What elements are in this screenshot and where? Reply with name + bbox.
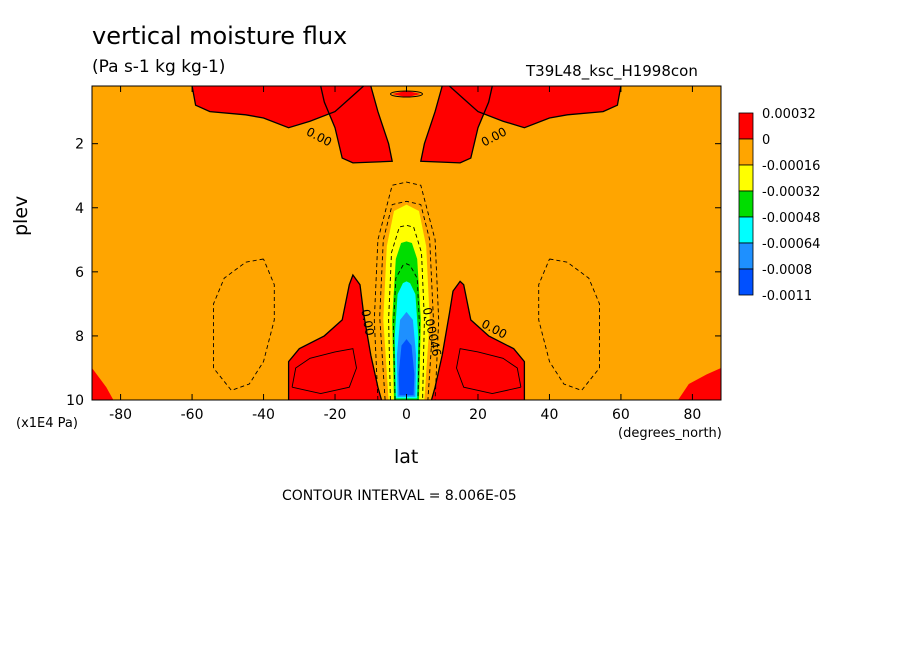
- run-id-label: T39L48_ksc_H1998con: [526, 62, 698, 80]
- contour-line-layer: [191, 86, 622, 400]
- negative-contour-1: [538, 258, 600, 391]
- contour-region-1: [449, 86, 621, 128]
- contour-region-2: [320, 86, 393, 163]
- x-tick-label: -20: [324, 407, 347, 423]
- zero-contour-5: [420, 86, 493, 164]
- x-tick-label: 40: [541, 407, 559, 423]
- contour-region-8: [678, 368, 721, 400]
- zero-contour-3: [448, 86, 622, 129]
- negative-contour-3: [379, 200, 434, 400]
- zero-contour-2: [191, 86, 365, 129]
- contour-region-3: [420, 86, 493, 163]
- negative-contour-2: [373, 181, 440, 400]
- contour-region-7: [92, 368, 114, 400]
- colorbar-label-3: -0.00032: [762, 185, 820, 200]
- colorbar-label-5: -0.00064: [762, 237, 820, 252]
- chart-title: vertical moisture flux: [92, 22, 348, 50]
- y-tick-label: 10: [66, 393, 84, 409]
- y-tick-label: 8: [75, 329, 84, 345]
- positive-contour-0: [291, 348, 357, 395]
- x-tick-label: -40: [252, 407, 275, 423]
- negative-contour-5: [392, 263, 421, 400]
- x-tick-label: 80: [683, 407, 701, 423]
- colorbar-label-7: -0.0011: [762, 289, 812, 304]
- colorbar-label-0: 0.00032: [762, 107, 816, 122]
- colorbar-swatch-6: [738, 268, 754, 296]
- colorbar-swatch-2: [738, 164, 754, 192]
- y-tick-label: 2: [75, 137, 84, 153]
- contour-region-0: [192, 86, 364, 128]
- zero-contour-4: [320, 86, 393, 164]
- contour-region-6: [431, 281, 525, 400]
- x-tick-label: -80: [109, 407, 132, 423]
- colorbar-label-1: 0: [762, 133, 770, 148]
- contour-fill-layer: [92, 86, 721, 400]
- colorbar-swatch-1: [738, 138, 754, 166]
- colorbar: 0.00032 0 -0.00016 -0.00032 -0.00048 -0.00064…: [738, 107, 820, 304]
- contour-region-4: [392, 90, 421, 98]
- colorbar-label-6: -0.0008: [762, 263, 812, 278]
- colorbar-swatch-3: [738, 190, 754, 218]
- colorbar-swatch-4: [738, 216, 754, 244]
- chart-units: (Pa s-1 kg kg-1): [92, 57, 226, 77]
- y-axis-units: (x1E4 Pa): [16, 416, 78, 431]
- contour-region-5: [288, 275, 382, 400]
- y-tick-label: 6: [75, 265, 84, 281]
- colorbar-label-2: -0.00016: [762, 159, 820, 174]
- negative-contour-0: [213, 258, 275, 391]
- zero-contour-1: [430, 280, 526, 400]
- colorbar-label-4: -0.00048: [762, 211, 820, 226]
- colorbar-swatch-0: [738, 112, 754, 140]
- x-axis-label: lat: [394, 446, 419, 468]
- y-tick-label: 4: [75, 201, 84, 217]
- contour-interval-text: CONTOUR INTERVAL = 8.006E-05: [282, 488, 517, 504]
- axis-layer: -80 -60 -40 -20 0 20 40 60 80 2 4 6 8 10: [66, 86, 721, 423]
- x-tick-label: 0: [402, 407, 411, 423]
- zero-contour-0: [287, 273, 383, 400]
- x-tick-label: -60: [181, 407, 204, 423]
- x-tick-label: 20: [469, 407, 487, 423]
- x-tick-label: 60: [612, 407, 630, 423]
- positive-contour-1: [456, 348, 522, 395]
- x-axis-units: (degrees_north): [618, 426, 722, 441]
- colorbar-swatch-5: [738, 242, 754, 270]
- contour-label-2: 0.00: [358, 308, 376, 337]
- negative-contour-4: [388, 224, 425, 400]
- contour-region-13: [398, 339, 415, 396]
